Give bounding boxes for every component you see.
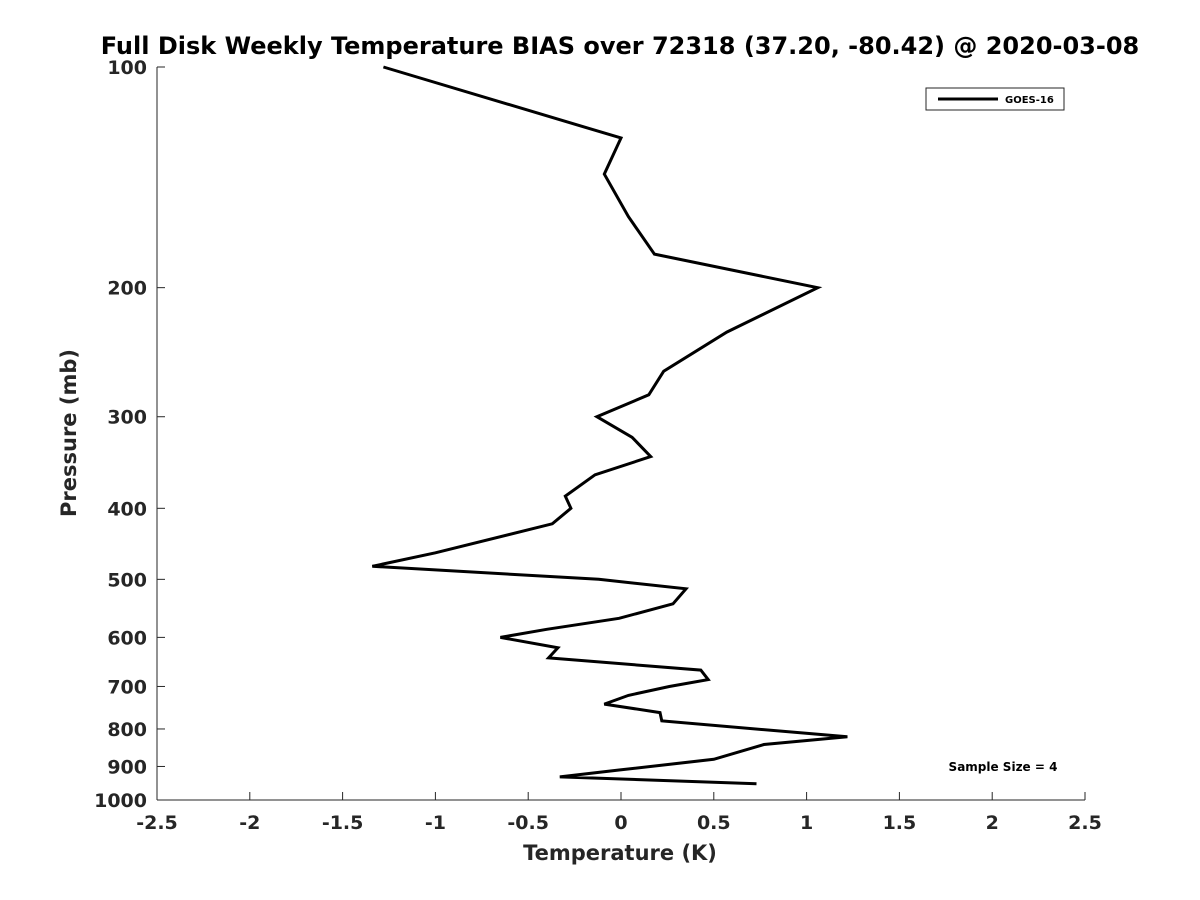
x-tick-label: 0.5: [697, 812, 731, 834]
x-tick-label: 1.5: [883, 812, 917, 834]
x-tick-label: -1: [425, 812, 446, 834]
legend: GOES-16: [925, 87, 1065, 111]
y-tick-label: 700: [107, 676, 147, 698]
y-tick-label: 1000: [94, 790, 147, 812]
y-tick-label: 300: [107, 407, 147, 429]
y-tick-label: 600: [107, 627, 147, 649]
y-tick-label: 500: [107, 569, 147, 591]
chart-title: Full Disk Weekly Temperature BIAS over 7…: [101, 32, 1140, 60]
x-tick-label: 0: [614, 812, 627, 834]
x-tick-label: -2: [239, 812, 260, 834]
x-tick-label: -0.5: [507, 812, 549, 834]
y-tick-label: 200: [107, 278, 147, 300]
y-axis-label: Pressure (mb): [57, 349, 81, 517]
sample-size-annotation: Sample Size = 4: [949, 760, 1058, 774]
x-tick-label: -2.5: [136, 812, 178, 834]
x-tick-label: 2.5: [1068, 812, 1102, 834]
axes: -2.5 -2 -1.5 -1 -0.5 0 0.5 1 1.5 2 2.5 100 200 300 400…: [94, 57, 1102, 834]
y-tick-label: 400: [107, 498, 147, 520]
legend-label-goes-16: GOES-16: [1005, 95, 1054, 106]
series-line-goes-16: [371, 65, 848, 786]
x-tick-label: 1: [800, 812, 813, 834]
x-tick-label: -1.5: [322, 812, 364, 834]
x-axis-label: Temperature (K): [523, 841, 717, 865]
series-layer: [371, 65, 848, 786]
x-tick-label: 2: [986, 812, 999, 834]
y-tick-label: 800: [107, 719, 147, 741]
y-tick-label: 900: [107, 756, 147, 778]
y-tick-label: 100: [107, 57, 147, 79]
